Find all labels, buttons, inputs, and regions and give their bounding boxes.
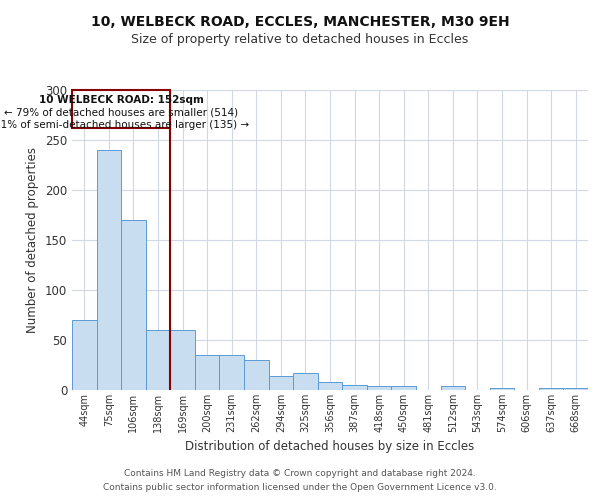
- Text: ← 79% of detached houses are smaller (514): ← 79% of detached houses are smaller (51…: [4, 108, 238, 118]
- Bar: [293, 373, 318, 390]
- Text: 10 WELBECK ROAD: 152sqm: 10 WELBECK ROAD: 152sqm: [39, 95, 203, 105]
- Bar: [121, 220, 146, 390]
- Bar: [72, 320, 97, 390]
- Text: Contains public sector information licensed under the Open Government Licence v3: Contains public sector information licen…: [103, 484, 497, 492]
- Y-axis label: Number of detached properties: Number of detached properties: [26, 147, 40, 333]
- X-axis label: Distribution of detached houses by size in Eccles: Distribution of detached houses by size …: [185, 440, 475, 454]
- Bar: [490, 388, 514, 390]
- Bar: [318, 382, 342, 390]
- Text: Size of property relative to detached houses in Eccles: Size of property relative to detached ho…: [131, 32, 469, 46]
- Bar: [440, 386, 465, 390]
- Bar: [342, 385, 367, 390]
- Bar: [170, 330, 195, 390]
- Bar: [195, 355, 220, 390]
- Text: 21% of semi-detached houses are larger (135) →: 21% of semi-detached houses are larger (…: [0, 120, 249, 130]
- Text: Contains HM Land Registry data © Crown copyright and database right 2024.: Contains HM Land Registry data © Crown c…: [124, 468, 476, 477]
- FancyBboxPatch shape: [72, 90, 170, 128]
- Bar: [539, 388, 563, 390]
- Bar: [146, 330, 170, 390]
- Bar: [269, 376, 293, 390]
- Bar: [563, 388, 588, 390]
- Bar: [220, 355, 244, 390]
- Bar: [367, 386, 391, 390]
- Bar: [97, 150, 121, 390]
- Bar: [391, 386, 416, 390]
- Text: 10, WELBECK ROAD, ECCLES, MANCHESTER, M30 9EH: 10, WELBECK ROAD, ECCLES, MANCHESTER, M3…: [91, 15, 509, 29]
- Bar: [244, 360, 269, 390]
